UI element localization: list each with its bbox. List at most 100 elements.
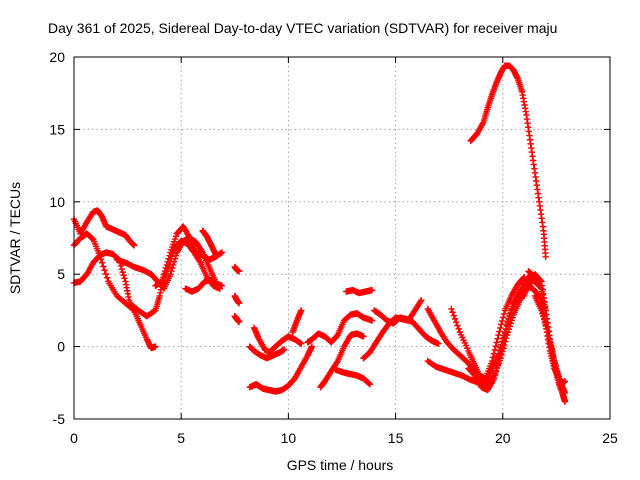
data-point <box>503 321 511 329</box>
series-arc-30 <box>521 271 567 394</box>
plot-frame <box>73 56 611 420</box>
data-point <box>453 318 460 326</box>
series-arc-16 <box>304 310 376 346</box>
data-point <box>495 331 502 339</box>
data-point <box>508 306 515 313</box>
data-point <box>492 342 499 350</box>
data-point <box>450 312 457 319</box>
y-axis-label: SDTVAR / TECUs <box>7 182 23 294</box>
data-point <box>100 263 107 270</box>
data-point <box>449 309 456 316</box>
data-point <box>103 274 111 281</box>
series-arc-14 <box>246 343 316 395</box>
series-arc-8 <box>199 227 219 258</box>
data-point <box>542 253 549 261</box>
x-tick-label: 10 <box>281 430 297 446</box>
series-arc-7 <box>182 276 226 295</box>
data-point <box>454 322 461 329</box>
data-point <box>118 265 125 273</box>
data-point <box>497 350 504 358</box>
chart-title: Day 361 of 2025, Sidereal Day-to-day VTE… <box>48 20 557 36</box>
x-tick-label: 25 <box>602 430 618 446</box>
data-point <box>455 325 462 333</box>
data-point <box>167 271 174 278</box>
y-tick-label: 15 <box>49 121 65 137</box>
data-point <box>498 317 506 325</box>
data-point <box>448 305 455 313</box>
x-tick-label: 0 <box>70 430 78 446</box>
series-arc-9 <box>231 263 243 275</box>
y-tick-label: 5 <box>57 266 65 282</box>
data-point <box>499 314 507 321</box>
x-tick-label: 15 <box>388 430 404 446</box>
data-point <box>561 398 569 405</box>
data-point <box>360 333 367 340</box>
data-point <box>451 315 459 323</box>
y-tick-label: 20 <box>49 49 65 65</box>
data-point <box>500 310 508 318</box>
data-point <box>494 361 502 368</box>
data-point <box>366 381 374 388</box>
data-point <box>101 267 108 274</box>
series-arc-2 <box>70 230 159 352</box>
data-point <box>212 250 219 258</box>
data-point <box>152 343 159 350</box>
data-point <box>98 259 106 267</box>
data-point <box>435 340 442 347</box>
data-point <box>496 328 503 335</box>
series-arc-18 <box>332 366 374 388</box>
series-arc-26 <box>467 62 549 261</box>
data-point <box>493 364 501 372</box>
data-point <box>491 371 499 379</box>
data-point <box>499 342 506 349</box>
grid <box>74 57 610 419</box>
data-point <box>507 309 514 316</box>
series-arc-3 <box>70 249 133 307</box>
y-tick-label: -5 <box>53 411 66 427</box>
x-tick-label: 5 <box>177 430 185 446</box>
x-tick-label: 20 <box>495 430 511 446</box>
data-point <box>298 307 305 314</box>
data-point <box>506 312 514 319</box>
series-arc-19 <box>343 286 376 297</box>
data-point <box>502 325 510 333</box>
data-point <box>235 268 243 275</box>
data-point <box>368 317 376 324</box>
data-point <box>491 375 498 382</box>
series-arc-15 <box>289 307 305 336</box>
data-point <box>120 272 127 279</box>
data-point <box>509 303 516 310</box>
data-point <box>494 335 501 342</box>
data-point <box>497 324 504 332</box>
data-point <box>537 277 544 284</box>
series-arc-13 <box>246 343 288 362</box>
data-point <box>505 315 513 322</box>
data-point <box>418 297 425 304</box>
series-arc-22 <box>424 273 528 382</box>
data-point <box>368 286 376 294</box>
data-point <box>308 343 316 350</box>
data-point <box>235 318 243 326</box>
series-arc-12 <box>250 324 305 356</box>
data-point <box>495 357 503 365</box>
data-point <box>498 321 505 328</box>
data-point <box>365 380 373 387</box>
data-point <box>501 334 508 341</box>
series-arc-1 <box>70 207 138 249</box>
data-point <box>235 299 243 307</box>
series-arc-21 <box>370 307 442 347</box>
x-axis-label: GPS time / hours <box>287 457 394 473</box>
data-point <box>502 329 509 337</box>
data-point <box>102 270 110 278</box>
data-point <box>496 354 503 361</box>
data-points <box>70 62 569 405</box>
data-point <box>298 340 305 347</box>
data-point <box>280 346 288 353</box>
series-arc-20 <box>360 297 425 362</box>
series-arc-10 <box>231 292 243 307</box>
data-point <box>498 346 505 353</box>
y-tick-label: 10 <box>49 194 65 210</box>
data-point <box>169 264 176 272</box>
y-tick-label: 0 <box>57 339 65 355</box>
